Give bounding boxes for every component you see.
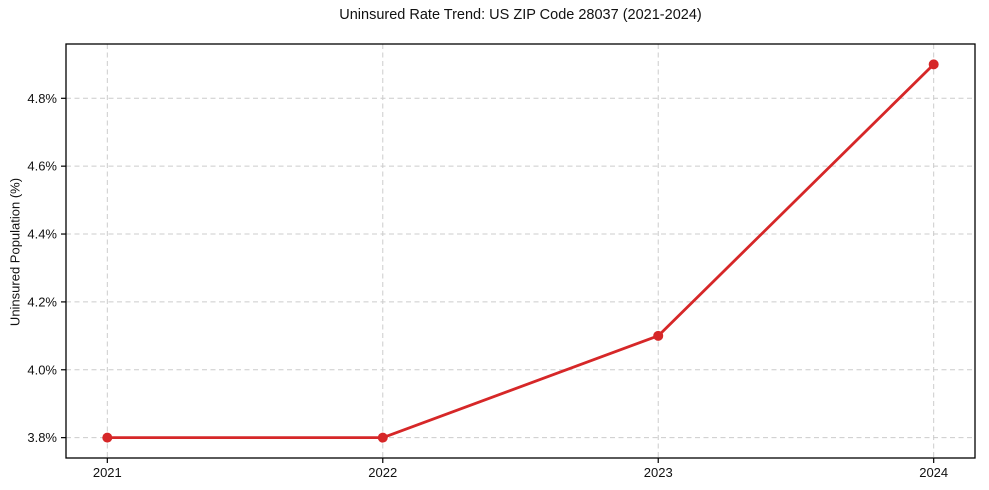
x-tick-label: 2023 — [644, 465, 673, 480]
x-tick-label: 2024 — [919, 465, 948, 480]
data-point-marker — [928, 59, 939, 70]
trend-line — [105, 62, 936, 440]
y-tick-label: 4.8% — [27, 91, 57, 106]
y-tick-label: 4.6% — [27, 159, 57, 174]
data-point-marker — [102, 432, 113, 443]
plot-frame — [65, 43, 976, 459]
y-tick-label: 4.0% — [27, 362, 57, 377]
data-point-marker — [653, 330, 664, 341]
x-tick-label: 2022 — [368, 465, 397, 480]
y-tick-label: 4.2% — [27, 294, 57, 309]
y-tick-label: 4.4% — [27, 227, 57, 242]
data-point-marker — [377, 432, 388, 443]
chart-title: Uninsured Rate Trend: US ZIP Code 28037 … — [339, 7, 702, 23]
y-tick-label: 3.8% — [27, 430, 57, 445]
x-tick-label: 2021 — [93, 465, 122, 480]
